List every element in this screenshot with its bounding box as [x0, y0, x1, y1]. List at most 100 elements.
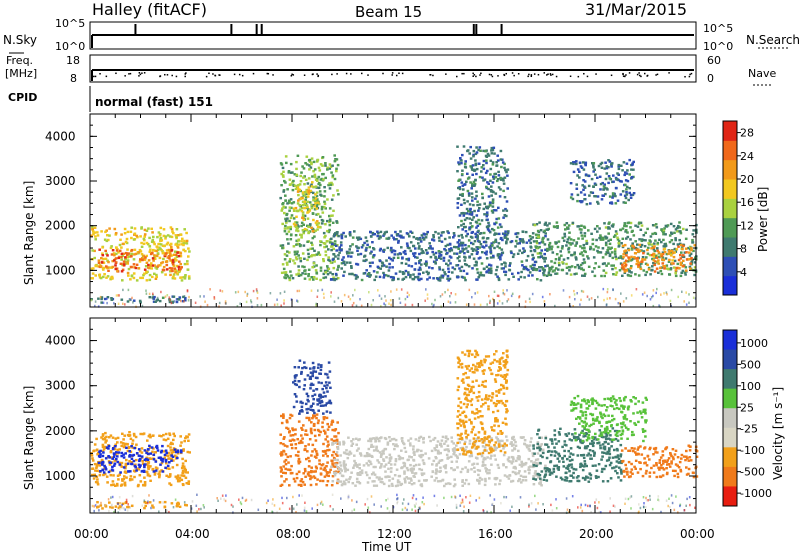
power-cell	[464, 278, 467, 282]
power-cell	[323, 205, 326, 209]
power-cell	[363, 259, 367, 263]
velocity-cell	[369, 462, 373, 466]
velocity-cell	[313, 393, 317, 396]
velocity-cell	[372, 484, 376, 487]
nave-point	[690, 72, 693, 75]
power-cell	[575, 242, 578, 245]
velocity-cell	[168, 433, 172, 437]
velocity-cell	[307, 471, 310, 474]
power-cell	[633, 252, 637, 255]
power-cell	[601, 181, 604, 185]
nave-point	[291, 73, 293, 76]
power-cell	[134, 252, 138, 256]
velocity-cell	[325, 474, 329, 477]
nave-point	[505, 72, 508, 75]
power-cell	[408, 235, 411, 238]
power-noise-cell	[203, 295, 205, 298]
velocity-cell	[379, 455, 383, 458]
power-cell	[662, 265, 665, 268]
velocity-cell	[122, 453, 125, 456]
power-cell	[455, 252, 459, 255]
power-cell	[323, 200, 326, 203]
power-cell	[497, 186, 501, 189]
velocity-cell	[326, 422, 329, 426]
power-cell	[417, 268, 421, 272]
power-colorbar-tick-label: 28	[740, 127, 754, 140]
power-cell	[467, 245, 471, 248]
velocity-cell	[325, 410, 329, 413]
power-cell	[601, 247, 605, 250]
velocity-cell	[293, 382, 297, 386]
power-cell	[315, 205, 319, 208]
velocity-cell	[169, 473, 172, 476]
velocity-cell	[184, 436, 187, 440]
power-cell	[328, 241, 332, 244]
velocity-cell	[109, 450, 113, 454]
power-cell	[480, 170, 483, 173]
velocity-cell	[417, 479, 421, 483]
velocity-cell	[301, 428, 304, 431]
velocity-cell	[337, 470, 340, 474]
power-noise-cell	[431, 302, 433, 306]
power-cell	[130, 275, 134, 278]
power-cell	[316, 225, 320, 228]
velocity-cell	[314, 439, 318, 442]
velocity-cell	[299, 439, 303, 443]
velocity-cell	[112, 474, 115, 477]
power-cell	[502, 216, 505, 219]
velocity-cell	[185, 482, 189, 485]
velocity-cell	[395, 443, 398, 446]
velocity-cell	[400, 466, 403, 470]
velocity-cell	[478, 479, 481, 483]
velocity-cell	[435, 476, 438, 480]
velocity-cell	[305, 433, 309, 436]
velocity-cell	[134, 435, 138, 439]
power-cell	[90, 234, 93, 237]
velocity-cell	[403, 470, 406, 473]
power-cell	[152, 297, 155, 300]
power-noise-cell	[489, 301, 491, 304]
velocity-cell	[120, 451, 124, 455]
power-cell	[376, 265, 380, 268]
power-cell	[479, 271, 483, 274]
power-cell	[540, 255, 543, 258]
velocity-cell	[140, 451, 144, 454]
velocity-cell	[284, 471, 287, 475]
power-cell	[462, 214, 466, 217]
power-noise-cell	[260, 303, 263, 307]
velocity-cell	[355, 437, 358, 440]
velocity-cell	[283, 480, 286, 483]
power-cell	[310, 161, 313, 164]
velocity-cell	[168, 467, 171, 470]
power-cell	[417, 242, 420, 245]
velocity-cell	[319, 396, 322, 399]
power-cell	[111, 249, 115, 252]
power-cell	[466, 189, 470, 193]
velocity-cell	[316, 428, 320, 432]
velocity-cell	[322, 442, 325, 446]
velocity-cell	[342, 464, 346, 467]
power-cell	[346, 261, 349, 264]
power-cell	[650, 247, 653, 250]
velocity-cell	[327, 361, 331, 364]
nave-point	[292, 74, 295, 76]
power-cell	[639, 245, 643, 248]
velocity-cell	[328, 370, 332, 373]
power-noise-cell	[503, 293, 506, 296]
velocity-cell	[345, 449, 348, 452]
velocity-cell	[282, 413, 285, 416]
power-cell	[154, 300, 157, 303]
power-cell	[466, 200, 469, 203]
velocity-cell	[279, 466, 283, 469]
power-cell	[493, 246, 496, 250]
power-noise-cell	[199, 295, 201, 298]
power-cell	[141, 276, 144, 280]
power-cell	[674, 274, 678, 278]
velocity-cell	[372, 437, 375, 440]
velocity-cell	[343, 482, 347, 485]
power-cell	[625, 224, 628, 228]
power-cell	[444, 244, 448, 248]
power-cell	[548, 222, 551, 225]
velocity-cell	[490, 463, 493, 466]
power-cell	[318, 190, 322, 193]
